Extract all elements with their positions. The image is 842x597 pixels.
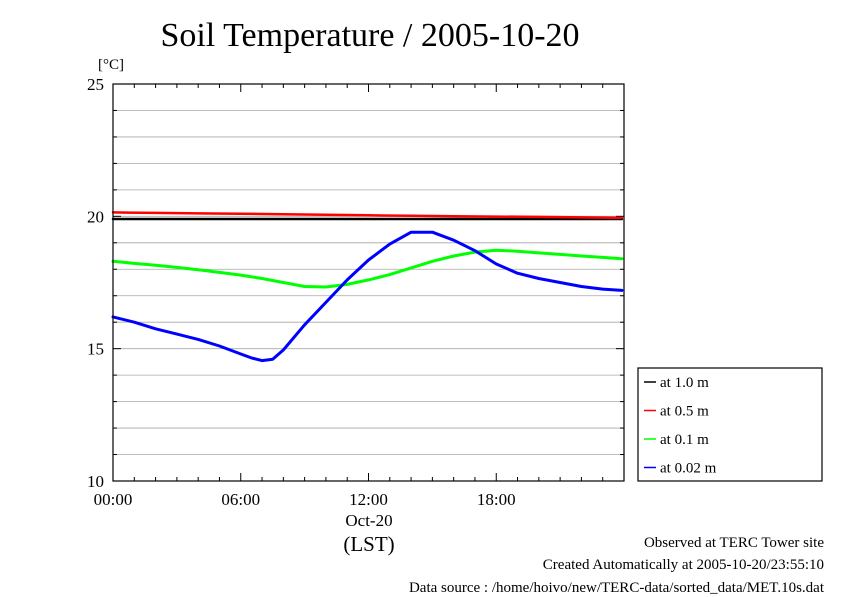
grid-lines: [113, 110, 624, 455]
footer-observed-at: Observed at TERC Tower site: [643, 535, 824, 551]
chart-title: Soil Temperature / 2005-10-20: [160, 17, 579, 54]
x-tick-label: 00:00: [94, 490, 133, 509]
y-tick-label: 25: [87, 75, 104, 94]
y-axis-unit: [°C]: [98, 57, 124, 73]
y-tick-label: 10: [87, 472, 104, 491]
x-tick-label: 06:00: [221, 490, 260, 509]
legend-frame: [637, 367, 823, 482]
series-line-3: [111, 248, 624, 289]
legend-label: at 0.02 m: [660, 461, 717, 477]
plot-frame: [112, 83, 625, 482]
y-tick-label: 15: [87, 340, 104, 359]
series-line-2: [111, 211, 624, 220]
legend: at 1.0 m at 0.5 m at 0.1 m at 0.02 m: [637, 367, 823, 482]
x-axis-date-label: Oct-20: [345, 511, 392, 530]
x-axis-zone-label: (LST): [343, 532, 394, 556]
series-line-4: [111, 230, 624, 363]
x-tick-label: 18:00: [477, 490, 516, 509]
y-tick-label: 20: [87, 207, 104, 226]
legend-label: at 1.0 m: [660, 375, 709, 391]
legend-label: at 0.5 m: [660, 404, 709, 420]
legend-label: at 0.1 m: [660, 432, 709, 448]
axis-labels: 10 15 20 25 00:00 06:00 12:00 18:00: [87, 75, 516, 509]
footer-created-at: Created Automatically at 2005-10-20/23:5…: [542, 557, 824, 573]
axis-ticks: [112, 83, 625, 482]
footer-data-source: Data source : /home/hoivo/new/TERC-data/…: [408, 580, 824, 596]
x-tick-label: 12:00: [349, 490, 388, 509]
series-lines: [111, 211, 624, 363]
